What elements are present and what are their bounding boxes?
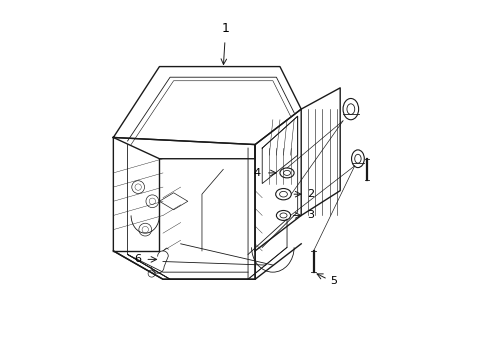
Text: 5: 5 <box>330 276 337 286</box>
Text: 6: 6 <box>134 254 141 264</box>
Text: 1: 1 <box>222 22 229 35</box>
Text: 2: 2 <box>307 189 314 199</box>
Text: 4: 4 <box>253 168 260 178</box>
Text: 3: 3 <box>307 211 314 220</box>
